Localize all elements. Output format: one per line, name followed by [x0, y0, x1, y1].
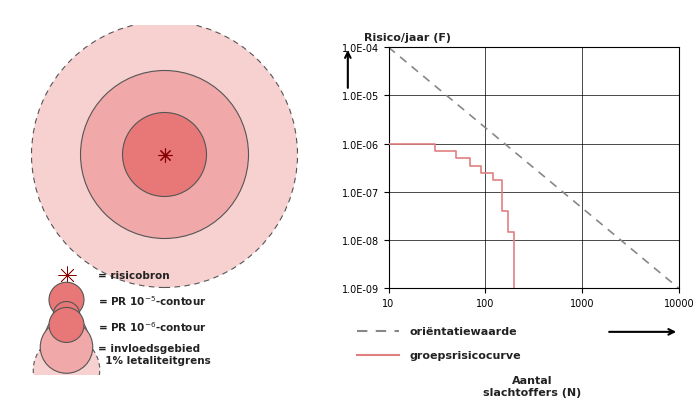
Circle shape	[46, 315, 88, 357]
Text: groepsrisicocurve: groepsrisicocurve	[410, 350, 521, 360]
Text: = invloedsgebied
  1% letaliteitgrens: = invloedsgebied 1% letaliteitgrens	[98, 343, 211, 365]
Circle shape	[32, 22, 298, 288]
Circle shape	[80, 71, 248, 239]
Circle shape	[122, 113, 206, 197]
Text: Aantal
slachtoffers (N): Aantal slachtoffers (N)	[483, 375, 581, 397]
Text: oriëntatiewaarde: oriëntatiewaarde	[410, 326, 517, 336]
Circle shape	[34, 337, 99, 401]
Text: = PR 10$^{-6}$-contour: = PR 10$^{-6}$-contour	[98, 319, 206, 333]
Circle shape	[53, 302, 80, 328]
Circle shape	[41, 321, 92, 373]
Text: = risicobron: = risicobron	[98, 271, 169, 281]
Text: = PR 10$^{-5}$-contour: = PR 10$^{-5}$-contour	[98, 293, 206, 307]
Circle shape	[49, 308, 84, 342]
Circle shape	[49, 283, 84, 318]
Text: Risico/jaar (F): Risico/jaar (F)	[364, 33, 451, 43]
